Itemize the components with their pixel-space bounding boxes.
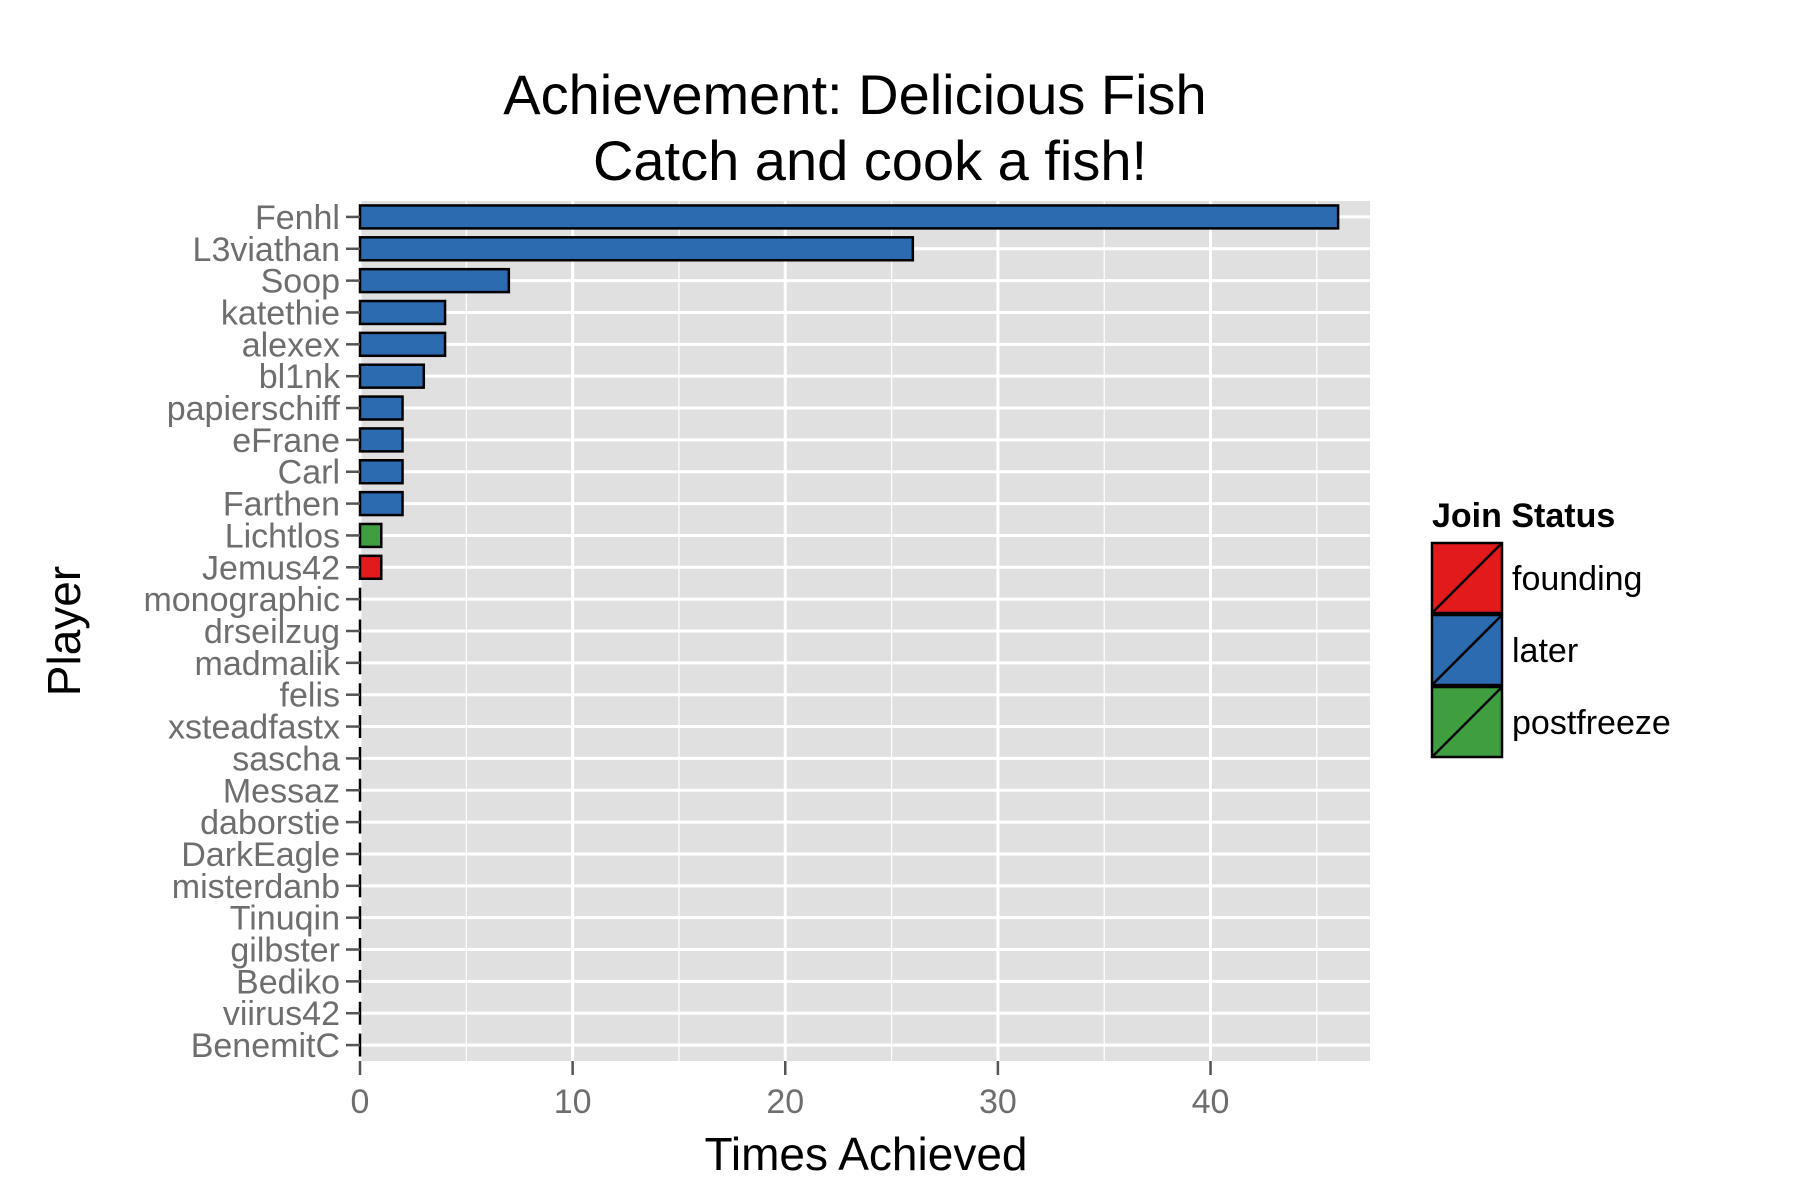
y-tick-label: Lichtlos <box>225 517 340 555</box>
y-tick-label: drseilzug <box>204 613 340 651</box>
bar-papierschiff <box>358 395 404 421</box>
legend-title: Join Status <box>1432 497 1615 535</box>
y-tick-label: Tinuqin <box>230 900 340 938</box>
y-tick-label: felis <box>280 677 340 715</box>
bar-eFrane <box>358 427 404 453</box>
legend-label-founding: founding <box>1512 560 1642 598</box>
chart-title: Achievement: Delicious Fish <box>503 63 1206 126</box>
y-tick-label: papierschiff <box>167 390 341 428</box>
y-tick-label: gilbster <box>230 932 340 970</box>
y-tick-label: bl1nk <box>259 358 341 396</box>
bar-Carl <box>358 459 404 485</box>
y-tick-label: eFrane <box>232 422 340 460</box>
legend-label-postfreeze: postfreeze <box>1512 704 1671 742</box>
legend-key-slash <box>1431 542 1503 614</box>
y-tick-label: DarkEagle <box>181 836 340 874</box>
y-tick-label: sascha <box>232 740 340 778</box>
y-tick-label: madmalik <box>195 645 341 683</box>
y-axis-title: Player <box>38 566 90 696</box>
x-tick-label: 0 <box>351 1083 370 1121</box>
y-tick-label: xsteadfastx <box>168 709 340 747</box>
chart-subtitle: Catch and cook a fish! <box>593 129 1147 192</box>
y-tick-label: daborstie <box>200 804 340 842</box>
bar-Lichtlos <box>358 522 383 549</box>
bar-Soop <box>358 267 511 294</box>
legend: Join Status founding later postfreeze <box>1430 497 1671 759</box>
x-axis-title: Times Achieved <box>705 1128 1028 1180</box>
y-tick-label: L3viathan <box>193 231 340 269</box>
y-tick-label: viirus42 <box>223 995 340 1033</box>
y-tick-label: Bediko <box>236 963 340 1001</box>
y-tick-label: Soop <box>261 263 340 301</box>
legend-key-slash <box>1431 686 1503 758</box>
x-axis: 0 10 20 30 40 <box>351 1061 1230 1121</box>
bar-Farthen <box>358 490 404 517</box>
x-tick-label: 30 <box>979 1083 1017 1121</box>
legend-key-slash <box>1431 614 1503 686</box>
grid-lines <box>358 201 1370 1061</box>
y-tick-label: misterdanb <box>172 868 340 906</box>
bar-Fenhl <box>358 204 1340 230</box>
y-tick-label: alexex <box>242 326 340 364</box>
y-tick-label: katethie <box>221 294 340 332</box>
y-tick-label: Carl <box>278 454 340 492</box>
legend-label-later: later <box>1512 632 1578 670</box>
y-tick-label: Messaz <box>223 772 340 810</box>
y-tick-label: Fenhl <box>255 199 340 237</box>
y-tick-label: BenemitC <box>191 1027 340 1065</box>
bar-L3viathan <box>358 236 915 262</box>
bar-katethie <box>358 299 447 326</box>
x-tick-label: 10 <box>554 1083 592 1121</box>
bar-Jemus42 <box>358 554 383 581</box>
x-tick-label: 40 <box>1192 1083 1230 1121</box>
y-tick-label: Farthen <box>223 486 340 524</box>
y-tick-label: Jemus42 <box>202 549 340 587</box>
bar-bl1nk <box>358 363 426 389</box>
y-tick-label: monographic <box>143 581 340 619</box>
x-tick-label: 20 <box>766 1083 804 1121</box>
y-axis: FenhlL3viathanSoopkatethiealexexbl1nkpap… <box>143 199 360 1065</box>
bar-alexex <box>358 331 447 358</box>
